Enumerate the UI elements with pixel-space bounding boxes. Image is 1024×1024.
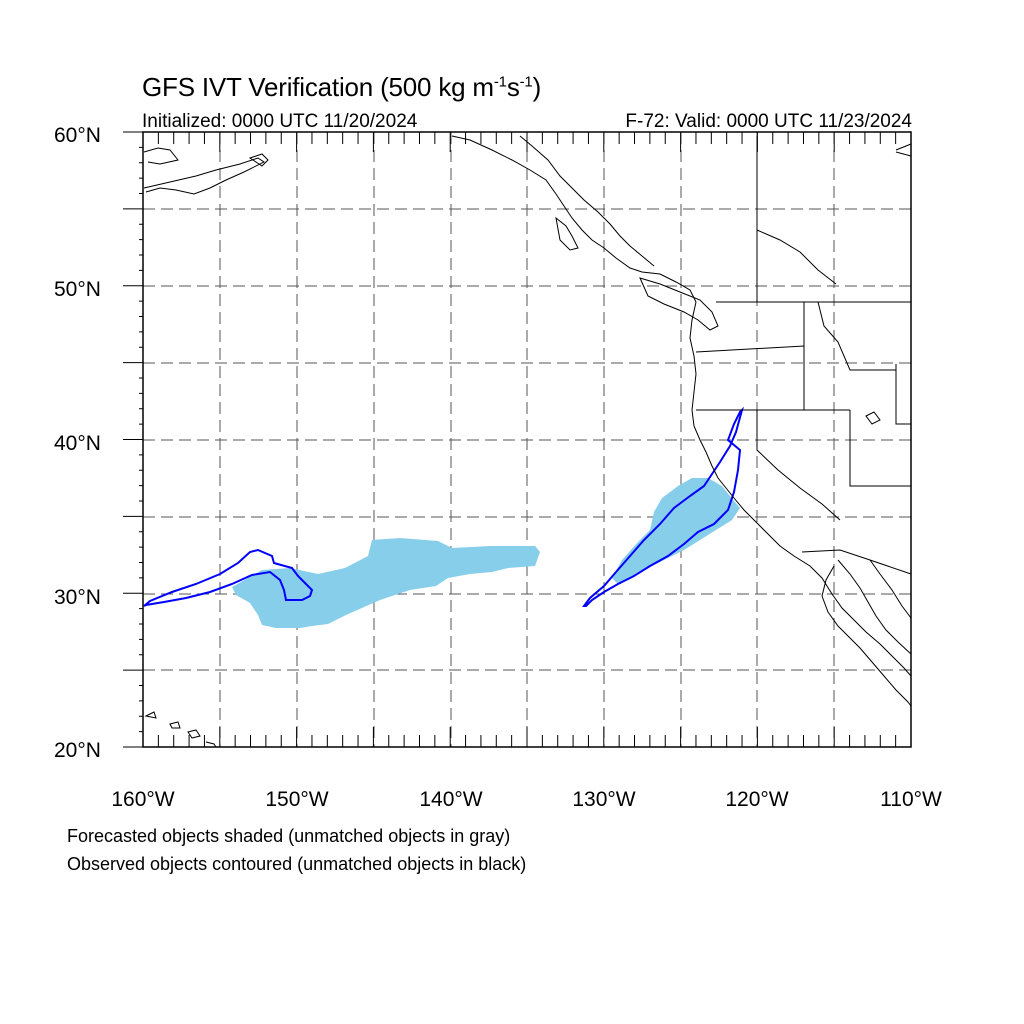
tick-marks <box>123 131 912 748</box>
lat-label-60: 60°N <box>54 124 101 147</box>
lat-label-40: 40°N <box>54 432 101 455</box>
legend-forecast: Forecasted objects shaded (unmatched obj… <box>67 826 511 846</box>
observed-object-east <box>582 406 744 607</box>
lon-label-150: 150°W <box>265 788 328 811</box>
graticule <box>143 132 911 747</box>
axis-labels: 60°N 50°N 40°N 30°N 20°N 160°W 150°W 140… <box>54 124 942 811</box>
forecast-object-west <box>232 538 540 628</box>
lat-label-30: 30°N <box>54 586 101 609</box>
lon-label-140: 140°W <box>419 788 482 811</box>
map-title: GFS IVT Verification (500 kg m-1s-1) <box>142 72 542 102</box>
lat-label-50: 50°N <box>54 278 101 301</box>
lon-label-120: 120°W <box>725 788 788 811</box>
lon-label-110: 110°W <box>880 788 942 811</box>
valid-time-label: F-72: Valid: 0000 UTC 11/23/2024 <box>625 111 912 132</box>
coastlines <box>143 135 912 748</box>
observed-object-west <box>143 548 314 607</box>
legend-observed: Observed objects contoured (unmatched ob… <box>67 854 527 874</box>
lon-label-160: 160°W <box>111 788 174 811</box>
lon-label-130: 130°W <box>572 788 635 811</box>
init-time-label: Initialized: 0000 UTC 11/20/2024 <box>142 111 418 132</box>
lat-label-20: 20°N <box>54 739 101 762</box>
forecast-object-east <box>612 478 740 584</box>
observed-objects <box>143 406 744 607</box>
forecast-objects <box>232 478 740 628</box>
